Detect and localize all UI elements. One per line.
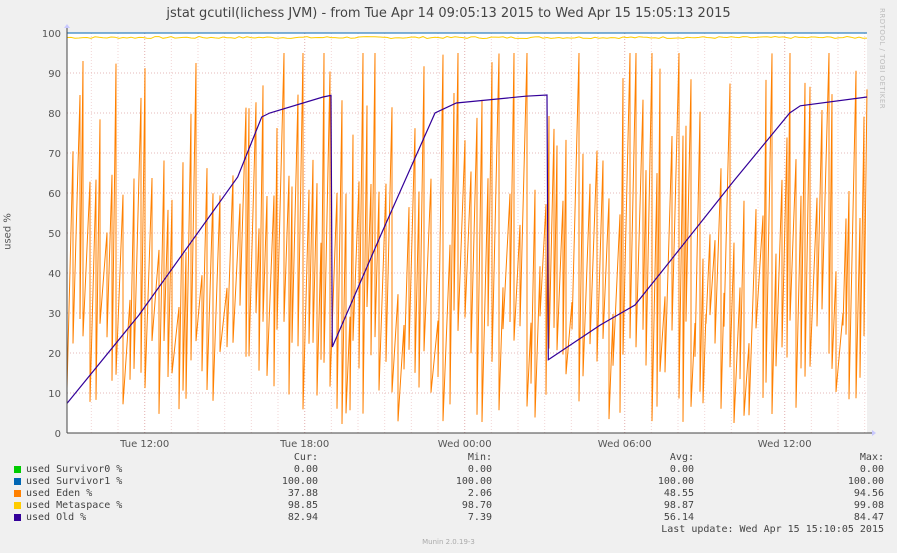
rrdtool-watermark: RRDTOOL / TOBI OETIKER — [878, 8, 886, 110]
legend-cur: 100.00 — [281, 476, 318, 487]
legend-max: 99.08 — [853, 500, 884, 511]
legend-min: 98.70 — [461, 500, 492, 511]
legend-cur: 82.94 — [287, 512, 318, 523]
legend-label: used Survivor0 % — [26, 464, 123, 475]
legend-header-min: Min: — [467, 452, 492, 463]
legend-max: 0.00 — [859, 464, 884, 475]
legend-row: used Old % 82.94 7.39 56.14 84.47 — [14, 512, 894, 524]
legend-min: 2.06 — [467, 488, 492, 499]
legend-cur: 37.88 — [287, 488, 318, 499]
y-tick-label: 80 — [48, 109, 61, 120]
legend-cur: 98.85 — [287, 500, 318, 511]
legend-header-avg: Avg: — [669, 452, 694, 463]
legend-swatch — [14, 514, 21, 521]
legend-avg: 0.00 — [669, 464, 694, 475]
y-tick-label: 50 — [48, 229, 61, 240]
legend-swatch — [14, 502, 21, 509]
legend-header-max: Max: — [859, 452, 884, 463]
y-tick-label: 10 — [48, 389, 61, 400]
y-axis-arrow — [64, 24, 70, 28]
legend-min: 100.00 — [455, 476, 492, 487]
legend-header-cur: Cur: — [293, 452, 318, 463]
last-update: Last update: Wed Apr 15 15:10:05 2015 — [661, 524, 884, 535]
x-tick-label: Wed 12:00 — [758, 439, 812, 450]
legend-label: used Survivor1 % — [26, 476, 123, 487]
x-tick-label: Tue 12:00 — [119, 439, 169, 450]
legend-cur: 0.00 — [293, 464, 318, 475]
series-line-eden — [66, 52, 868, 425]
legend-label: used Metaspace % — [26, 500, 123, 511]
legend-swatch — [14, 490, 21, 497]
legend-header-row: Cur: Min: Avg: Max: — [14, 452, 894, 464]
legend-max: 94.56 — [853, 488, 884, 499]
y-tick-label: 40 — [48, 269, 61, 280]
x-tick-label: Tue 18:00 — [279, 439, 329, 450]
legend-avg: 56.14 — [663, 512, 694, 523]
x-tick-label: Wed 06:00 — [598, 439, 652, 450]
legend-swatch — [14, 466, 21, 473]
legend-row: used Metaspace % 98.85 98.70 98.87 99.08 — [14, 500, 894, 512]
y-tick-label: 30 — [48, 309, 61, 320]
chart-title: jstat gcutil(lichess JVM) - from Tue Apr… — [166, 6, 731, 21]
legend-swatch — [14, 478, 21, 485]
axis-ticks: 0 10 20 30 40 50 60 70 80 90 100 Tue 12:00 Tue 18:00… — [42, 29, 812, 450]
y-tick-label: 60 — [48, 189, 61, 200]
legend-max: 84.47 — [853, 512, 884, 523]
legend-avg: 48.55 — [663, 488, 694, 499]
axes — [64, 24, 876, 436]
legend-row: used Survivor0 % 0.00 0.00 0.00 0.00 — [14, 464, 894, 476]
y-tick-label: 100 — [42, 29, 61, 40]
legend-avg: 100.00 — [657, 476, 694, 487]
y-tick-label: 90 — [48, 69, 61, 80]
legend-label: used Eden % — [26, 488, 93, 499]
legend-max: 100.00 — [847, 476, 884, 487]
x-tick-label: Wed 00:00 — [438, 439, 492, 450]
legend-avg: 98.87 — [663, 500, 694, 511]
series-line-old — [66, 94, 868, 404]
y-tick-label: 0 — [55, 429, 61, 440]
y-tick-label: 20 — [48, 349, 61, 360]
legend-min: 0.00 — [467, 464, 492, 475]
legend-row: used Eden % 37.88 2.06 48.55 94.56 — [14, 488, 894, 500]
legend-min: 7.39 — [467, 512, 492, 523]
legend-label: used Old % — [26, 512, 87, 523]
munin-version: Munin 2.0.19-3 — [422, 538, 475, 546]
legend-row: used Survivor1 % 100.00 100.00 100.00 100.00 — [14, 476, 894, 488]
series-line — [66, 35, 868, 40]
y-tick-label: 70 — [48, 149, 61, 160]
chart-canvas: 0 10 20 30 40 50 60 70 80 90 100 Tue 12:00 Tue 18:00… — [42, 24, 876, 450]
x-axis-arrow — [872, 430, 876, 436]
